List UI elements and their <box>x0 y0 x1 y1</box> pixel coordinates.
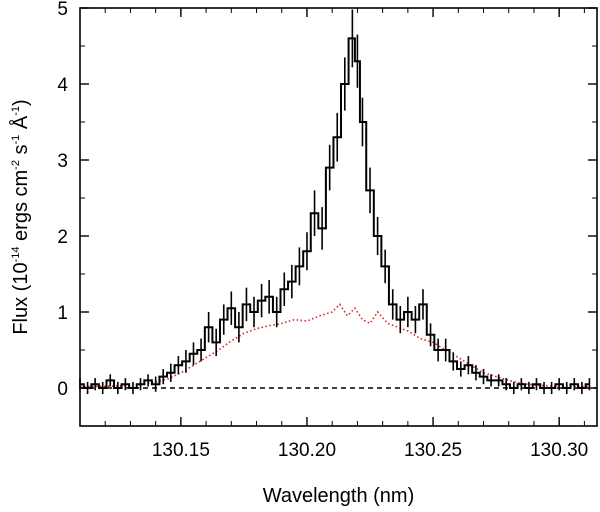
x-tick-labels: 130.15 130.20 130.25 130.30 <box>152 440 588 461</box>
y-tick-labels: 0 1 2 3 4 5 <box>57 0 68 400</box>
y-tick-label: 1 <box>57 303 68 324</box>
y-tick-label: 3 <box>57 151 68 172</box>
observed-series-step <box>79 9 591 395</box>
x-tick-label: 130.25 <box>404 440 462 461</box>
observed-step-line <box>80 37 590 389</box>
y-tick-label: 2 <box>57 227 68 248</box>
y-tick-label: 5 <box>57 0 68 20</box>
plot-frame <box>79 7 598 427</box>
x-tick-label: 130.20 <box>278 440 336 461</box>
y-tick-label: 4 <box>57 75 68 96</box>
y-tick-label: 0 <box>57 379 68 400</box>
x-axis-title: Wavelength (nm) <box>263 485 415 507</box>
model-series-dotted <box>80 303 590 388</box>
model-dotted-line <box>80 303 590 388</box>
y-axis-title: Flux (10-14 ergs cm-2 s-1 Å-1) <box>9 99 32 334</box>
axis-ticks <box>80 7 597 427</box>
x-tick-label: 130.30 <box>530 440 588 461</box>
x-tick-label: 130.15 <box>152 440 210 461</box>
